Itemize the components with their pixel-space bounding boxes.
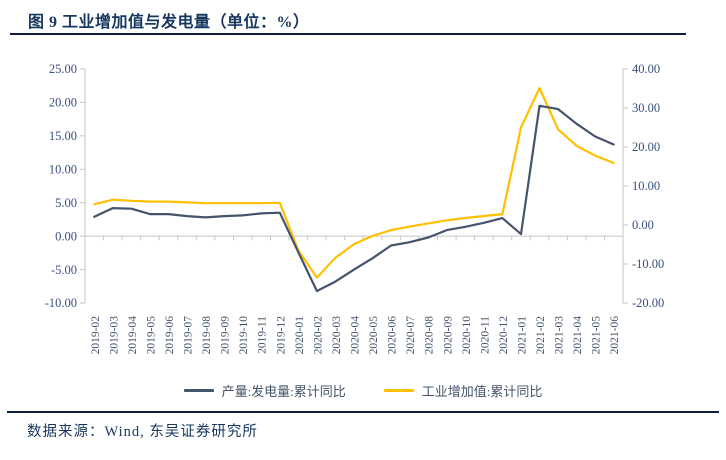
right-axis-tick-label: 0.00	[632, 218, 654, 232]
x-axis-tick-label: 2021-04	[572, 316, 584, 355]
x-axis-tick-label: 2020-04	[350, 316, 362, 355]
x-axis-tick-label: 2019-09	[220, 316, 232, 355]
x-axis-tick-label: 2019-10	[238, 316, 250, 355]
left-axis-tick-label: -10.00	[45, 296, 77, 310]
right-axis-tick-label: -10.00	[632, 257, 664, 271]
right-axis-tick-label: 40.00	[632, 62, 660, 76]
x-axis-tick-label: 2021-01	[516, 316, 528, 355]
x-axis-tick-label: 2020-07	[405, 316, 417, 355]
left-axis-tick-label: 5.00	[55, 196, 77, 210]
x-axis-tick-label: 2020-11	[479, 316, 491, 354]
x-axis-tick-label: 2021-05	[591, 316, 603, 355]
x-axis-tick-label: 2020-01	[294, 316, 306, 355]
series-line-power-output	[93, 104, 615, 293]
x-axis-tick-label: 2020-08	[424, 316, 436, 355]
x-axis-tick-label: 2019-06	[164, 316, 176, 355]
x-axis-tick-label: 2019-04	[127, 316, 139, 355]
left-axis-tick-label: 10.00	[49, 162, 77, 176]
left-axis-tick-label: -5.00	[51, 263, 77, 277]
x-axis-tick-label: 2021-03	[554, 316, 566, 355]
left-axis-tick-label: 20.00	[49, 96, 77, 110]
x-axis-tick-label: 2019-03	[108, 316, 120, 355]
title-divider-line	[10, 33, 686, 35]
x-axis-tick-label: 2020-12	[498, 316, 510, 355]
right-axis-tick-label: 10.00	[632, 179, 660, 193]
right-axis-tick-label: 30.00	[632, 101, 660, 115]
x-axis-tick-label: 2019-11	[257, 316, 269, 354]
legend-label: 工业增加值:累计同比	[421, 384, 543, 399]
x-axis-tick-label: 2019-08	[201, 316, 213, 355]
x-axis-tick-label: 2020-03	[331, 316, 343, 355]
legend-label: 产量:发电量:累计同比	[221, 384, 346, 399]
footer-divider-line	[7, 411, 719, 413]
left-axis-tick-label: 15.00	[49, 129, 77, 143]
legend-line-swatch-gold	[383, 389, 414, 392]
legend-line-swatch-navy	[183, 389, 214, 392]
left-axis-tick-label: 25.00	[49, 62, 77, 76]
right-axis-tick-label: 20.00	[632, 140, 660, 154]
series-line-industrial-value-added	[93, 86, 615, 279]
x-axis-tick-label: 2019-07	[183, 316, 195, 355]
data-source-note: 数据来源：Wind, 东吴证券研究所	[27, 424, 258, 440]
x-axis-tick-label: 2020-02	[312, 316, 324, 355]
x-axis-tick-label: 2019-02	[90, 316, 102, 355]
x-axis-tick-label: 2021-02	[535, 316, 547, 355]
line-chart-plot: 25.00 20.00 15.00 10.00 5.00 0.00 -5.00 -10.00 4…	[45, 62, 665, 355]
x-axis-tick-label: 2020-05	[368, 316, 380, 355]
x-axis-tick-label: 2020-06	[387, 316, 399, 355]
legend-item-power-output: 产量:发电量:累计同比	[183, 381, 346, 400]
x-axis-tick-label: 2020-10	[461, 316, 473, 355]
x-axis-tick-label: 2019-05	[145, 316, 157, 355]
chart-title: 图 9 工业增加值与发电量（单位：%）	[28, 14, 310, 31]
left-axis-tick-label: 0.00	[55, 229, 77, 243]
x-axis-tick-label: 2021-06	[609, 316, 621, 355]
x-axis-tick-label: 2020-09	[442, 316, 454, 355]
right-axis-tick-label: -20.00	[632, 296, 664, 310]
x-axis-tick-label: 2019-12	[275, 316, 287, 355]
chart-legend: 产量:发电量:累计同比 工业增加值:累计同比	[0, 381, 726, 400]
legend-item-industrial-value-added: 工业增加值:累计同比	[383, 381, 543, 400]
